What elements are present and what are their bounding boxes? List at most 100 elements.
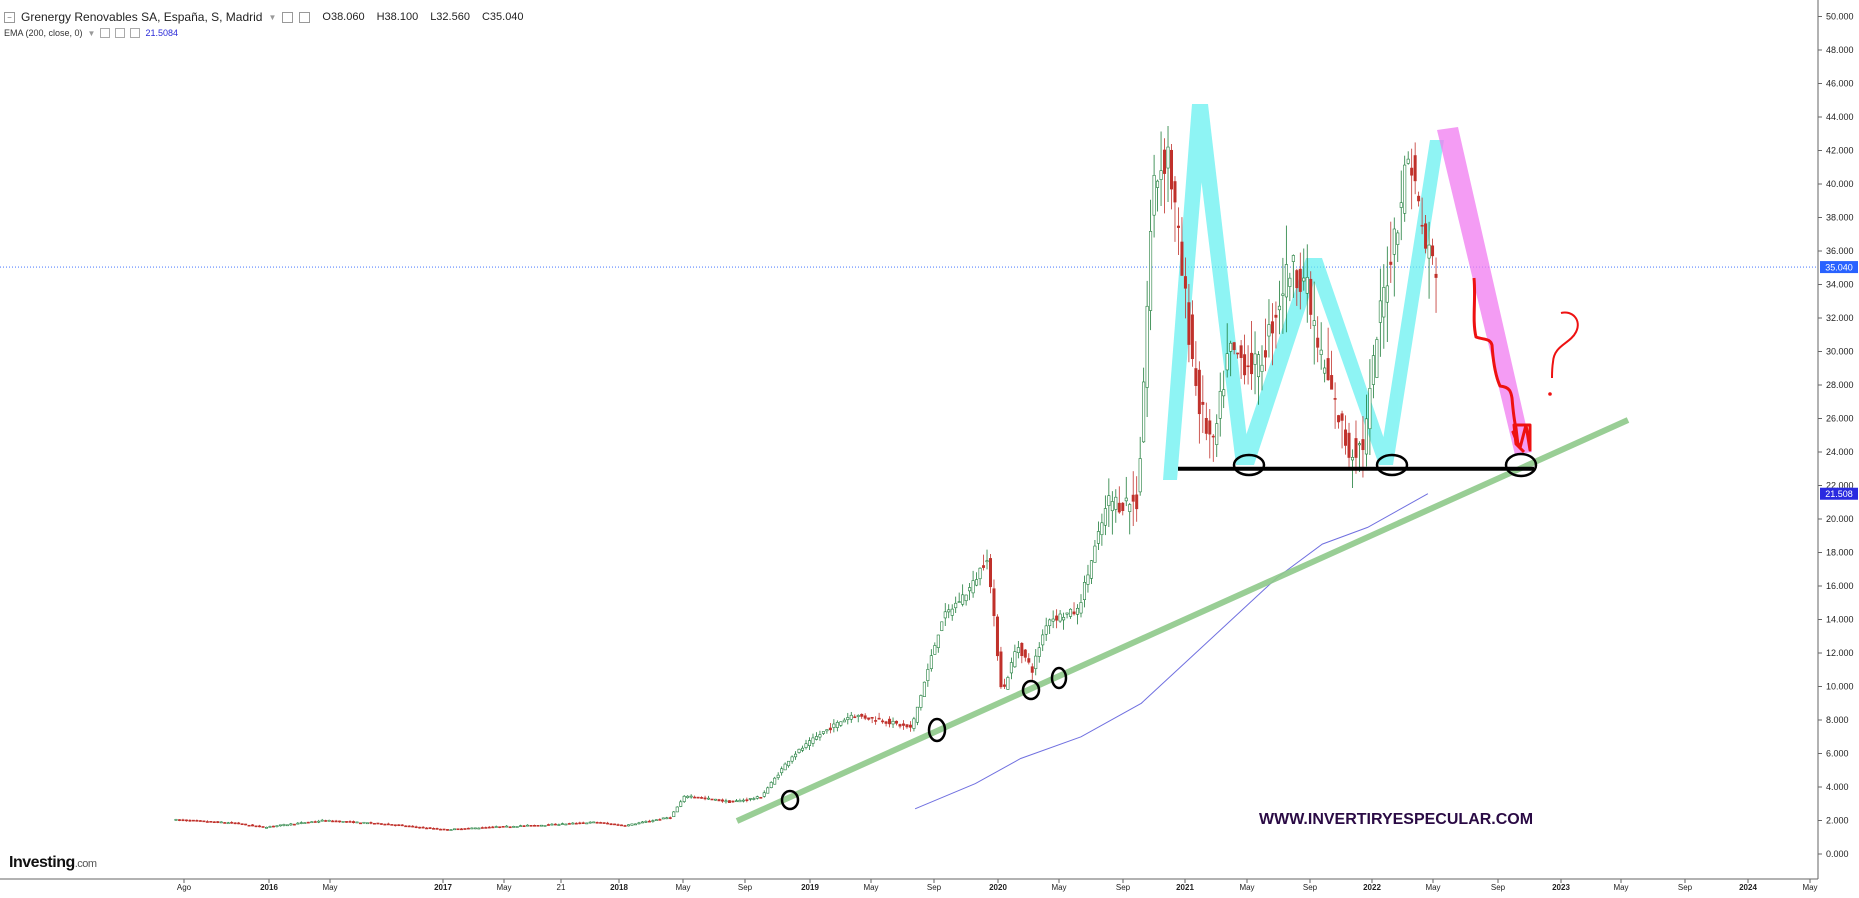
candle-body [1089,560,1093,579]
x-tick-label: May [322,883,337,892]
x-tick-label: 2018 [610,883,628,892]
candle-body [261,826,265,828]
candle-body [379,823,383,825]
trendline-support [735,417,1630,824]
candle-body [282,824,286,826]
candle-body [1187,302,1191,345]
candle-body [258,825,262,828]
candle-body [696,796,700,799]
annotation-circle [1021,679,1041,701]
candle-body [1403,164,1407,214]
candle-body [567,823,571,825]
candle-body [762,792,766,797]
candle-body [522,825,526,827]
candle-body [1072,611,1076,615]
candle-body [174,819,178,821]
candle-body [936,634,940,648]
indicator-label[interactable]: EMA (200, close, 0) [4,28,83,38]
candle-body [1124,497,1128,502]
candle-body [320,819,324,822]
candle-body [233,822,237,825]
last-price-tag: 35.040 [1825,263,1853,273]
candle-body [759,797,763,799]
candle-body [640,821,644,824]
chart-header: − Grenergy Renovables SA, España, S, Mad… [4,10,524,24]
candle-body [512,826,516,828]
ema-price-tag: 21.508 [1825,489,1853,499]
candle-body [362,821,366,824]
candle-body [1375,339,1379,378]
candle-body [661,817,665,820]
candle-body [870,716,874,719]
candle-body [341,821,345,823]
red-drawing-path [1472,277,1532,454]
candle-body [275,825,279,827]
candle-body [1027,658,1031,663]
candle-body [1267,324,1271,337]
candle-body [884,721,888,724]
settings-icon[interactable] [282,11,294,23]
candle-body [964,594,968,602]
candle-body [992,588,996,617]
close-icon[interactable] [299,11,311,23]
chevron-down-icon[interactable]: ▼ [268,12,277,22]
candle-body [244,823,248,826]
candle-body [303,822,307,824]
candle-body [877,717,881,720]
candle-body [466,827,470,830]
candle-body [459,828,463,831]
candle-body [1138,458,1142,493]
candle-body [181,819,185,822]
candle-body [814,736,818,740]
candle-body [1260,364,1264,372]
x-tick-label: May [1802,883,1817,892]
candle-body [1326,358,1330,381]
candle-body [933,645,937,655]
last-price-tag-bg [1820,261,1858,274]
candle-body [595,821,599,824]
candle-body [801,747,805,751]
candle-body [985,560,989,563]
x-tick-label: Sep [738,883,753,892]
y-tick-label: 12.000 [1826,648,1854,658]
symbol-title[interactable]: Grenergy Renovables SA, España, S, Madri… [21,10,263,24]
candle-body [352,821,356,824]
candle-body [891,720,895,725]
candle-body [421,826,425,829]
x-tick-label: 2019 [801,883,819,892]
x-tick-label: Sep [1303,883,1318,892]
candle-body [1399,202,1403,208]
candle-body [184,819,188,822]
x-tick-label: May [496,883,511,892]
candle-body [1197,369,1201,415]
candle-body [741,799,745,802]
candle-body [1013,651,1017,668]
candle-body [526,824,530,827]
pattern-cyan-leg [1236,258,1322,465]
x-tick-label: 2022 [1363,883,1381,892]
y-tick-label: 14.000 [1826,615,1854,625]
candle-body [484,827,488,829]
y-tick-label: 2.000 [1826,816,1849,826]
candle-body [727,800,731,803]
candle-body [651,820,655,822]
eye-icon[interactable] [100,28,111,38]
candle-body [1277,305,1281,311]
candle-body [397,824,401,826]
collapse-icon[interactable]: − [4,11,15,23]
candle-body [1323,367,1327,374]
candle-body [821,731,825,734]
candle-body [226,822,230,825]
candle-body [922,681,926,697]
close-icon[interactable] [130,28,141,38]
chevron-down-icon[interactable]: ▼ [87,28,96,38]
candle-body [714,798,718,801]
candle-body [1194,368,1198,386]
annotation-circle [1050,666,1068,690]
candle-body [452,828,456,831]
candle-body [491,826,495,829]
candle-body [1305,277,1309,294]
time-axis: Ago 2016 May 2017 May 21 2018 May Sep 2019 May Sep 2… [0,878,1818,892]
settings-icon[interactable] [115,28,126,38]
